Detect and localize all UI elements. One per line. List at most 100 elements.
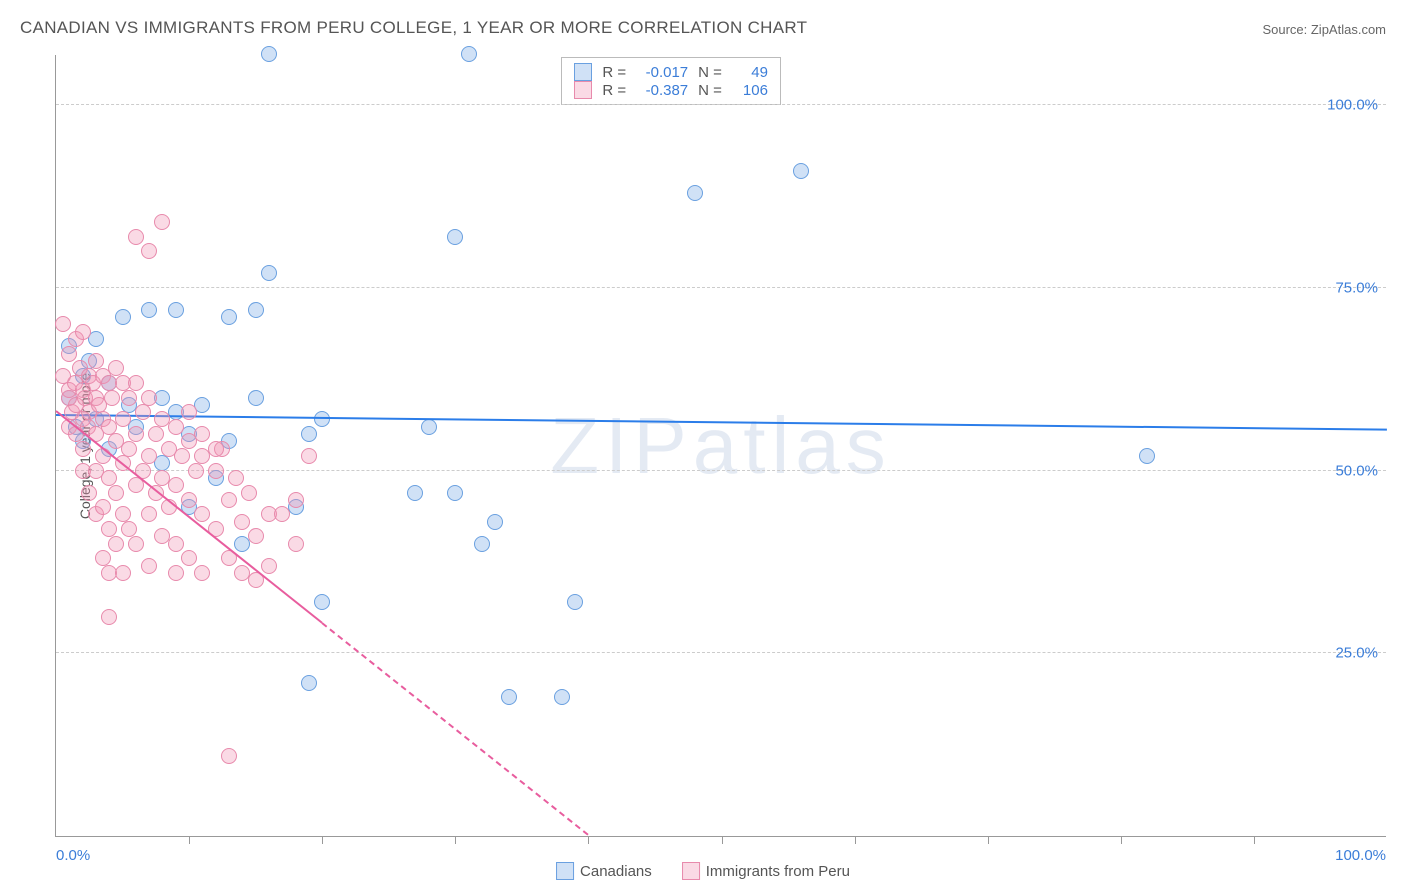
scatter-point [301,426,317,442]
scatter-point [121,441,137,457]
scatter-point [314,411,330,427]
x-axis-max-label: 100.0% [1335,847,1386,864]
gridline-h [56,287,1386,288]
scatter-point [115,506,131,522]
x-axis-min-label: 0.0% [56,847,90,864]
scatter-point [194,426,210,442]
scatter-point [687,185,703,201]
scatter-point [421,419,437,435]
scatter-point [261,265,277,281]
scatter-point [135,404,151,420]
scatter-point [128,375,144,391]
r-value: -0.017 [636,64,688,81]
series-label: Canadians [580,863,652,880]
scatter-point [793,163,809,179]
chart-container: CANADIAN VS IMMIGRANTS FROM PERU COLLEGE… [0,0,1406,892]
scatter-point [501,689,517,705]
watermark-text: ZIPatlas [550,400,891,492]
scatter-point [141,302,157,318]
scatter-point [301,448,317,464]
scatter-point [101,470,117,486]
scatter-point [241,485,257,501]
n-label: N = [698,82,722,99]
scatter-point [567,594,583,610]
y-tick-label: 100.0% [1327,97,1378,114]
scatter-point [108,485,124,501]
scatter-point [261,46,277,62]
scatter-point [1139,448,1155,464]
x-tick [189,836,190,844]
legend-row: R =-0.387N =106 [574,81,768,99]
scatter-point [81,485,97,501]
scatter-point [121,521,137,537]
scatter-point [104,390,120,406]
scatter-point [554,689,570,705]
scatter-point [168,302,184,318]
legend-swatch [556,862,574,880]
scatter-point [115,565,131,581]
x-tick [588,836,589,844]
source-attribution: Source: ZipAtlas.com [1262,22,1386,37]
x-tick [455,836,456,844]
gridline-h [56,470,1386,471]
scatter-point [407,485,423,501]
scatter-point [174,448,190,464]
scatter-point [141,390,157,406]
scatter-point [128,536,144,552]
scatter-point [141,506,157,522]
x-tick [722,836,723,844]
scatter-point [75,441,91,457]
scatter-point [181,492,197,508]
n-label: N = [698,64,722,81]
legend-swatch [574,63,592,81]
scatter-point [447,229,463,245]
scatter-point [168,477,184,493]
scatter-point [248,302,264,318]
scatter-point [181,550,197,566]
y-tick-label: 25.0% [1335,645,1378,662]
scatter-point [474,536,490,552]
x-tick [855,836,856,844]
legend-swatch [574,81,592,99]
scatter-point [101,609,117,625]
scatter-point [221,492,237,508]
scatter-point [141,558,157,574]
scatter-point [181,404,197,420]
series-legend: Canadians Immigrants from Peru [556,862,850,880]
trend-line [56,414,1387,431]
scatter-point [75,324,91,340]
scatter-point [101,521,117,537]
x-tick [1121,836,1122,844]
scatter-point [248,528,264,544]
scatter-point [61,346,77,362]
gridline-h [56,652,1386,653]
scatter-point [141,243,157,259]
r-value: -0.387 [636,82,688,99]
scatter-point [88,353,104,369]
scatter-point [115,411,131,427]
scatter-point [115,309,131,325]
scatter-point [248,390,264,406]
scatter-point [141,448,157,464]
scatter-point [487,514,503,530]
x-tick [988,836,989,844]
scatter-point [121,390,137,406]
scatter-point [447,485,463,501]
scatter-point [128,229,144,245]
scatter-point [234,514,250,530]
scatter-point [128,426,144,442]
scatter-point [148,426,164,442]
scatter-point [168,419,184,435]
scatter-point [274,506,290,522]
gridline-h [56,104,1386,105]
y-tick-label: 75.0% [1335,279,1378,296]
plot-area: ZIPatlas R =-0.017N =49R =-0.387N =106 0… [55,55,1386,837]
r-label: R = [602,82,626,99]
x-tick [1254,836,1255,844]
scatter-point [208,441,224,457]
correlation-legend: R =-0.017N =49R =-0.387N =106 [561,57,781,105]
scatter-point [154,214,170,230]
chart-title: CANADIAN VS IMMIGRANTS FROM PERU COLLEGE… [20,18,807,38]
scatter-point [95,499,111,515]
series-legend-item: Immigrants from Peru [682,862,850,880]
